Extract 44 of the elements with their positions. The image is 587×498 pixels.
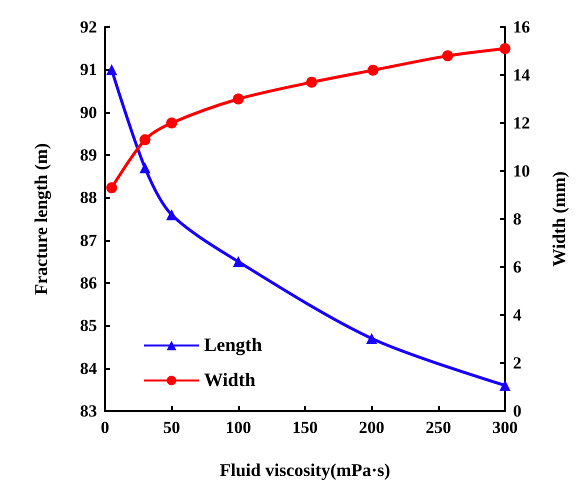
y-tick-label: 88 bbox=[80, 188, 97, 208]
y2-tick-label: 16 bbox=[513, 18, 530, 36]
point bbox=[140, 162, 150, 174]
y2-tick-label: 8 bbox=[513, 210, 522, 228]
y-tick-label: 87 bbox=[80, 230, 98, 250]
y-tick-label: 86 bbox=[80, 274, 97, 292]
x-tick-label: 200 bbox=[358, 418, 384, 437]
x-tick-label: 250 bbox=[426, 418, 452, 437]
y2-tick-label: 0 bbox=[513, 402, 522, 420]
y2-tick-label: 14 bbox=[513, 66, 530, 84]
y-tick-label: 90 bbox=[80, 102, 97, 122]
y-tick-label: 85 bbox=[80, 316, 97, 336]
y-tick-label: 89 bbox=[80, 146, 97, 164]
point bbox=[442, 50, 454, 62]
y2-tick-label: 6 bbox=[513, 258, 522, 276]
point bbox=[140, 134, 150, 146]
point bbox=[368, 64, 378, 76]
point bbox=[232, 256, 244, 268]
y-tick-label: 84 bbox=[80, 358, 98, 378]
x-tick-label: 50 bbox=[163, 418, 180, 437]
y-tick-label: 83 bbox=[80, 402, 97, 420]
y-tick-label: 91 bbox=[80, 60, 97, 80]
point bbox=[166, 118, 178, 128]
y2-tick-label: 2 bbox=[513, 354, 522, 372]
point bbox=[106, 182, 118, 194]
point bbox=[500, 43, 510, 54]
point bbox=[232, 94, 244, 104]
x-tick-label: 300 bbox=[492, 418, 518, 437]
x-tick-label: 0 bbox=[100, 418, 110, 437]
y-axis-title: Fracture length (m) bbox=[31, 143, 51, 295]
y2-axis-title: Width (mm) bbox=[549, 171, 569, 267]
legend-label: Width bbox=[204, 370, 256, 391]
x-tick-label: 100 bbox=[226, 418, 252, 437]
y2-tick-label: 12 bbox=[513, 114, 530, 132]
legend-label: Length bbox=[204, 335, 262, 356]
y-tick-label: 92 bbox=[80, 18, 97, 36]
x-tick-label: 150 bbox=[292, 418, 318, 437]
y2-tick-label: 4 bbox=[513, 306, 522, 324]
point bbox=[106, 64, 118, 76]
point bbox=[500, 380, 510, 391]
y2-tick-label: 10 bbox=[513, 162, 530, 180]
x-axis-title: Fluid viscosity(mPa·s) bbox=[220, 460, 390, 480]
point bbox=[306, 76, 318, 88]
point bbox=[366, 332, 378, 344]
